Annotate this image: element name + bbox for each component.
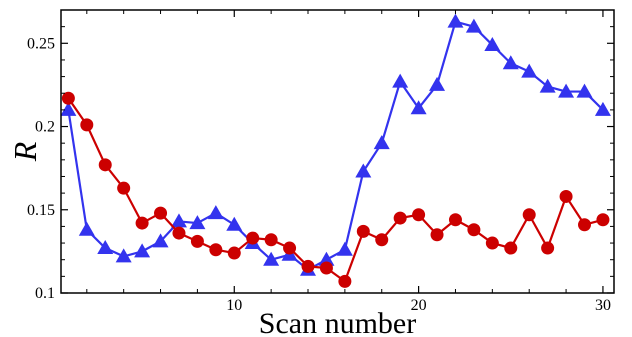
y-tick-label: 0.25 bbox=[27, 35, 55, 52]
circle-point bbox=[190, 234, 204, 248]
circle-point bbox=[559, 189, 573, 203]
y-axis-title: R bbox=[7, 141, 43, 162]
triangle-point bbox=[115, 248, 132, 263]
triangle-point bbox=[134, 243, 151, 258]
triangle-point bbox=[263, 251, 280, 266]
y-tick-label: 0.15 bbox=[27, 202, 55, 219]
series-line bbox=[67, 20, 604, 271]
circle-point bbox=[338, 274, 352, 288]
circle-point bbox=[430, 228, 444, 242]
triangle-point bbox=[521, 63, 538, 78]
circle-point bbox=[264, 233, 278, 247]
circle-point bbox=[135, 216, 149, 230]
triangle-point bbox=[392, 73, 409, 88]
circle-point bbox=[319, 261, 333, 275]
circle-point bbox=[301, 259, 315, 273]
triangle-point bbox=[465, 18, 482, 33]
triangle-point bbox=[502, 55, 519, 70]
x-tick-label: 20 bbox=[411, 297, 427, 314]
triangle-point bbox=[429, 76, 446, 91]
circle-point bbox=[209, 243, 223, 257]
triangle-point bbox=[318, 251, 335, 266]
triangle-point bbox=[558, 83, 575, 98]
triangle-point bbox=[97, 240, 114, 255]
x-tick-label: 10 bbox=[226, 297, 242, 314]
circle-point bbox=[448, 213, 462, 227]
plot-frame bbox=[60, 9, 615, 294]
y-tick-label: 0.1 bbox=[35, 285, 55, 302]
circle-point bbox=[412, 208, 426, 222]
circle-point bbox=[227, 246, 241, 260]
circle-point bbox=[172, 226, 186, 240]
circle-point bbox=[522, 208, 536, 222]
triangle-point bbox=[484, 36, 501, 51]
triangle-point bbox=[78, 221, 95, 236]
triangle-point bbox=[576, 83, 593, 98]
triangle-point bbox=[447, 13, 464, 28]
triangle-point bbox=[207, 205, 224, 220]
circle-point bbox=[154, 206, 168, 220]
circle-point bbox=[61, 91, 75, 105]
circle-point bbox=[246, 231, 260, 245]
circle-point bbox=[375, 233, 389, 247]
triangle-point bbox=[152, 233, 169, 248]
circle-point bbox=[98, 158, 112, 172]
circle-point bbox=[485, 236, 499, 250]
circle-point bbox=[467, 223, 481, 237]
triangle-point bbox=[226, 216, 243, 231]
triangle-point bbox=[189, 215, 206, 230]
circle-point bbox=[80, 118, 94, 132]
triangle-point bbox=[539, 78, 556, 93]
circle-point bbox=[356, 224, 370, 238]
triangle-point bbox=[410, 100, 427, 115]
series-triangle bbox=[60, 13, 611, 276]
triangle-point bbox=[336, 241, 353, 256]
circle-point bbox=[541, 241, 555, 255]
circle-point bbox=[117, 181, 131, 195]
circle-point bbox=[504, 241, 518, 255]
circle-point bbox=[393, 211, 407, 225]
circle-point bbox=[596, 213, 610, 227]
triangle-point bbox=[355, 163, 372, 178]
circle-point bbox=[578, 218, 592, 232]
circle-point bbox=[283, 241, 297, 255]
x-tick-label: 30 bbox=[595, 297, 611, 314]
triangle-point bbox=[373, 135, 390, 150]
x-axis-title: Scan number bbox=[259, 307, 416, 337]
triangle-point bbox=[170, 213, 187, 228]
triangle-point bbox=[60, 101, 77, 116]
y-tick-label: 0.2 bbox=[35, 119, 55, 136]
triangle-point bbox=[594, 101, 611, 116]
series-circle bbox=[61, 91, 610, 288]
